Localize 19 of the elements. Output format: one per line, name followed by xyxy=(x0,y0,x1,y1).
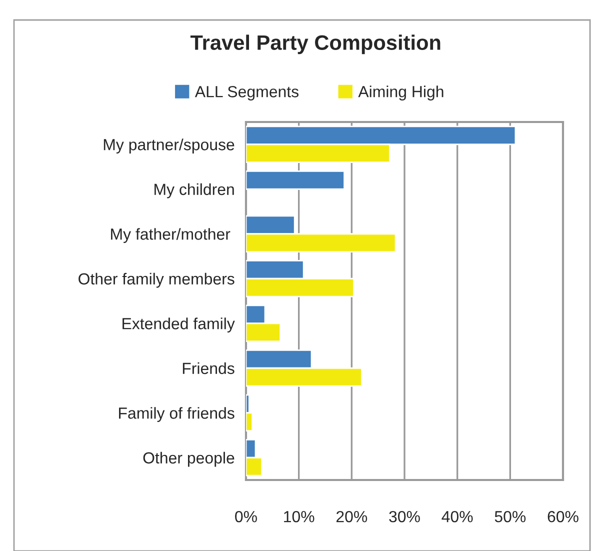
y-tick-label: Other family members xyxy=(78,272,234,288)
bar xyxy=(246,170,345,190)
legend-label: Aiming High xyxy=(358,86,444,100)
y-tick-label: Extended family xyxy=(122,318,235,332)
chart-title: Travel Party Composition xyxy=(190,34,440,54)
x-tick-label: 50% xyxy=(494,510,526,522)
y-tick-label: My father/mother xyxy=(111,228,230,243)
y-tick-label: Family of friends xyxy=(119,407,234,422)
y-tick-label: Friends xyxy=(182,362,234,374)
x-tick-label: 20% xyxy=(336,510,368,522)
x-tick-label: 30% xyxy=(389,510,420,522)
x-tick-label: 10% xyxy=(284,510,314,522)
y-tick-label: Other people xyxy=(143,452,234,467)
y-tick-label: My children xyxy=(154,183,234,198)
y-tick-label: My partner/spouse xyxy=(104,138,234,154)
x-tick-label: 0% xyxy=(235,510,257,522)
legend-label: ALL Segments xyxy=(194,86,298,100)
x-tick-label: 40% xyxy=(442,510,473,522)
x-tick-label: 60% xyxy=(548,510,578,522)
